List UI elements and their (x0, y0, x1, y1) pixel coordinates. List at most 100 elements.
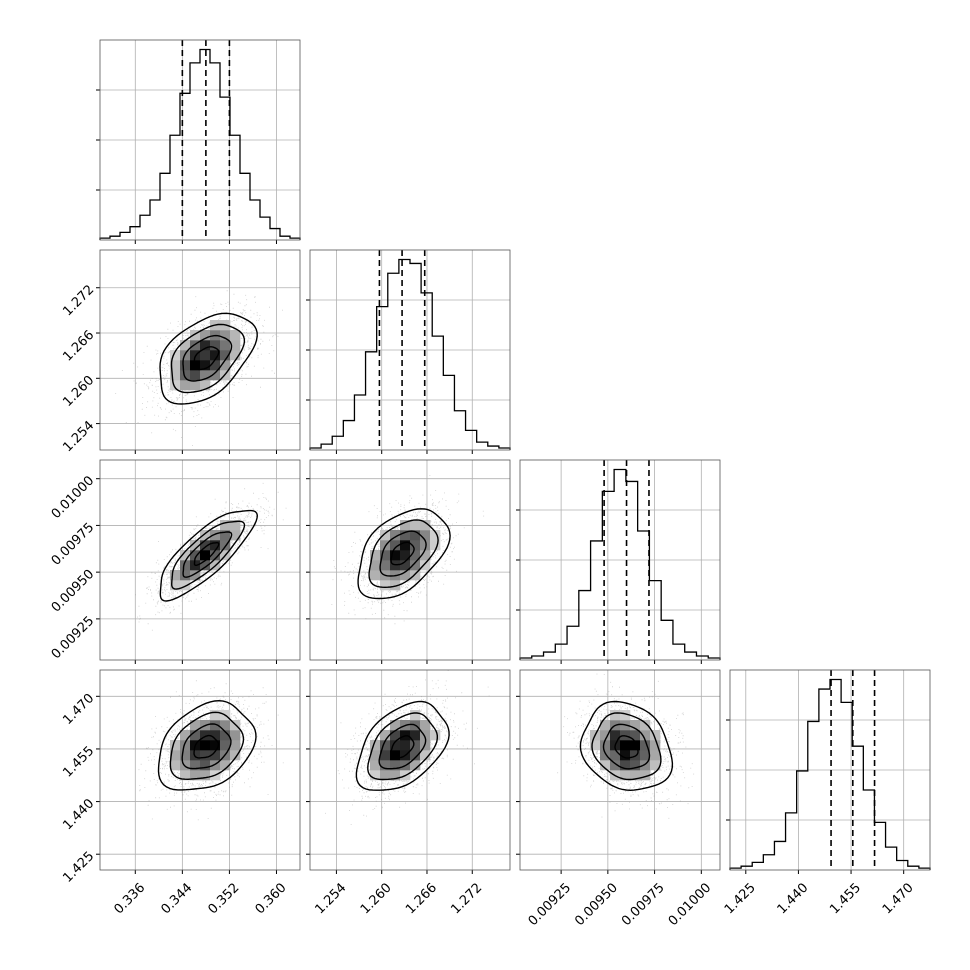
density-cell (180, 740, 191, 751)
density-cell (220, 740, 231, 751)
y-tick-label: 0.00950 (49, 567, 98, 616)
density-cell (620, 710, 631, 721)
density-cell (170, 750, 181, 761)
contour-line (157, 699, 257, 791)
x-tick-label: 0.344 (158, 880, 195, 917)
y-tick-label: 1.266 (60, 328, 97, 365)
contour-line (378, 723, 427, 770)
density-cell (600, 730, 611, 741)
density-cell (170, 570, 181, 581)
density-cell (420, 540, 431, 551)
density-cell (380, 760, 391, 771)
density-cell (190, 350, 201, 361)
panel-frame (99, 459, 301, 661)
density-cell (610, 750, 621, 761)
density-cell (420, 730, 431, 741)
contour-line (169, 711, 245, 781)
density-cell (400, 520, 411, 531)
density-cell (190, 380, 201, 391)
density-cell (390, 730, 401, 741)
x-tick-label: 1.470 (880, 880, 917, 917)
density-cell (610, 730, 621, 741)
contour-line (614, 735, 639, 759)
density-cell (650, 760, 661, 771)
density-cell (400, 570, 411, 581)
density-cell (190, 770, 201, 781)
y-tick-label: 1.455 (60, 744, 97, 781)
density-cell (390, 720, 401, 731)
panel-frame (519, 669, 721, 871)
density-cell (200, 360, 211, 371)
density-cell (410, 730, 421, 741)
x-tick-label: 0.00950 (572, 880, 621, 929)
density-cell (170, 580, 181, 591)
y-tick-label: 0.00975 (49, 520, 98, 569)
density-cell (390, 550, 401, 561)
density-cell (210, 720, 221, 731)
grid (730, 670, 930, 870)
density-cell (410, 540, 421, 551)
density-cell (640, 720, 651, 731)
density-cell (370, 560, 381, 571)
density-cell (370, 750, 381, 761)
contour-line (390, 541, 415, 566)
contour-line (193, 542, 220, 566)
density-cell (410, 520, 421, 531)
density-cell (200, 540, 211, 551)
density-cell (410, 560, 421, 571)
density-cell (230, 740, 241, 751)
density-cell (380, 770, 391, 781)
density-cell (370, 740, 381, 751)
density-cell (370, 760, 381, 771)
density-cell (200, 740, 211, 751)
density-cell (190, 720, 201, 731)
density-cell (630, 720, 641, 731)
scatter-panel-3-0: 1.425 1.440 1.455 1.470 0.336 0.344 0.352 0.360 (60, 669, 301, 917)
density-cell (650, 730, 661, 741)
density-cell (200, 530, 211, 541)
sample-points (133, 680, 284, 821)
histogram-panel-2 (516, 459, 721, 664)
density-cell (380, 530, 391, 541)
density-cell (420, 560, 431, 571)
density-cell (220, 350, 231, 361)
density-cell (170, 360, 181, 371)
density-cell (190, 340, 201, 351)
density-cell (400, 560, 411, 571)
density-cell (200, 340, 211, 351)
density-cell (390, 580, 401, 591)
histogram-panel-0 (96, 39, 301, 244)
contour-line (181, 723, 232, 770)
histogram-step (729, 678, 931, 870)
density-cell (410, 710, 421, 721)
density-cell (630, 770, 641, 781)
y-tick-label: 1.272 (60, 282, 97, 319)
grid (310, 250, 510, 450)
x-tick-label: 0.00925 (526, 880, 575, 929)
density-cell (620, 770, 631, 781)
density-cell (180, 560, 191, 571)
density-cell (410, 530, 421, 541)
density-cell (210, 760, 221, 771)
density-cell (370, 570, 381, 581)
density-cell (200, 770, 211, 781)
density-cell (180, 370, 191, 381)
density-cell (600, 750, 611, 761)
contour-line (367, 712, 438, 781)
panel-frame (99, 249, 301, 451)
density-cell (650, 740, 661, 751)
x-tick-label: 0.00975 (619, 880, 668, 929)
density-cell (610, 710, 621, 721)
density-cell (400, 740, 411, 751)
density-cell (400, 550, 411, 561)
x-tick-label: 1.455 (827, 880, 864, 917)
density-cell (180, 550, 191, 561)
density-cell (180, 750, 191, 761)
sample-points (115, 290, 283, 446)
density-cell (210, 540, 221, 551)
panel-frame (729, 669, 931, 871)
x-tick-label: 0.360 (253, 880, 290, 917)
density-cell (220, 730, 231, 741)
